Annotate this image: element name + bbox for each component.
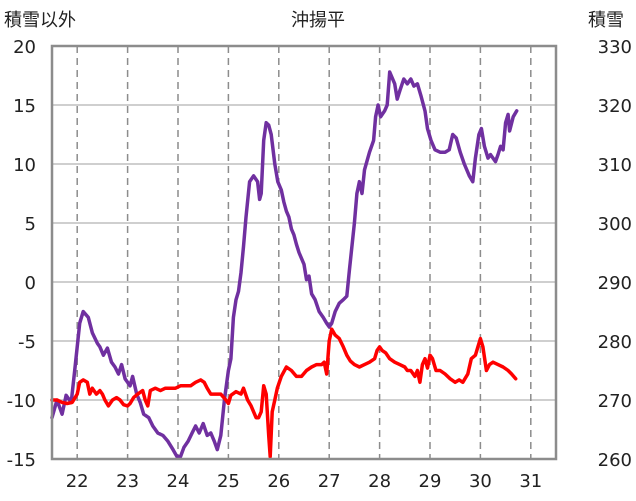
x-tick-label: 29 [419,471,442,492]
series-line-2 [50,327,518,459]
series-lines [50,70,519,459]
x-tick-label: 28 [368,471,391,492]
plot-frame [50,44,558,461]
right-tick-label: 330 [598,37,632,58]
left-tick-label: 10 [13,155,36,176]
x-axis-ticks: 22 23 24 25 26 27 28 29 30 31 [66,471,543,492]
left-tick-label: -10 [7,391,36,412]
right-axis-label: 積雪 [588,10,624,31]
x-tick-label: 22 [66,471,89,492]
left-axis-label: 積雪以外 [4,10,76,31]
x-tick-label: 25 [217,471,240,492]
left-tick-label: 0 [25,273,36,294]
left-tick-label: 15 [13,96,36,117]
right-tick-label: 310 [598,155,632,176]
left-axis-ticks: -15 -10 -5 0 5 10 15 20 [7,37,36,471]
x-tick-label: 30 [469,471,492,492]
left-tick-label: 20 [13,37,36,58]
right-tick-label: 320 [598,96,632,117]
x-tick-label: 23 [116,471,139,492]
right-tick-label: 280 [598,332,632,353]
right-axis-ticks: 260 270 280 290 300 310 320 330 [598,37,632,471]
right-tick-label: 270 [598,391,632,412]
right-tick-label: 260 [598,450,632,471]
x-tick-label: 31 [519,471,542,492]
left-tick-label: -15 [7,450,36,471]
chart-title: 沖揚平 [291,10,345,31]
series-line-1 [50,70,519,459]
x-tick-label: 27 [318,471,341,492]
left-tick-label: -5 [18,332,36,353]
right-tick-label: 300 [598,214,632,235]
x-tick-label: 26 [267,471,290,492]
grid [52,46,556,459]
left-tick-label: 5 [25,214,36,235]
x-tick-label: 24 [167,471,190,492]
right-tick-label: 290 [598,273,632,294]
